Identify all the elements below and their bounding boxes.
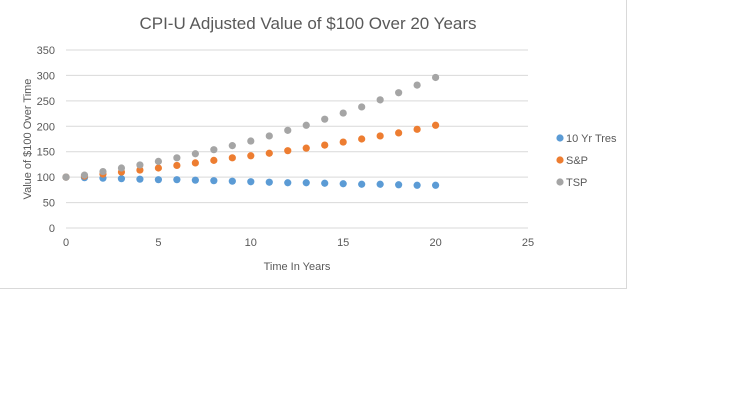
data-point-tsp [376,96,384,104]
y-tick-label: 300 [37,70,55,82]
data-point-tsp [284,126,292,134]
data-point-s-p [247,152,255,160]
data-point-tsp [302,121,310,129]
data-point-tsp [136,161,144,169]
data-point-10-yr-tres [265,178,273,186]
legend-marker [556,156,564,164]
data-point-tsp [173,154,181,162]
legend-marker [556,134,564,142]
x-tick-label: 0 [63,237,69,249]
data-point-10-yr-tres [247,178,255,186]
data-point-tsp [358,103,366,111]
data-point-tsp [247,137,255,145]
x-tick-label: 20 [429,237,441,249]
legend: 10 Yr Tres S&P TSP [556,133,617,189]
data-point-tsp [321,115,329,123]
data-point-tsp [228,142,236,150]
y-axis-label: Value of $100 Over Time [22,79,34,200]
data-point-tsp [117,164,126,172]
data-point-s-p [210,156,218,164]
data-point-10-yr-tres [395,181,403,189]
y-tick-label: 250 [37,96,55,108]
data-point-tsp [80,171,89,179]
data-point-s-p [228,154,236,162]
data-point-10-yr-tres [191,176,199,184]
data-point-tsp [154,157,162,165]
data-point-tsp [432,73,440,82]
data-point-10-yr-tres [358,180,366,188]
data-point-s-p [339,138,347,146]
data-point-s-p [321,141,329,149]
data-point-10-yr-tres [284,179,292,187]
data-point-s-p [136,166,144,174]
data-point-10-yr-tres [136,175,144,183]
data-point-tsp [191,150,199,158]
x-tick-label: 15 [337,237,349,249]
data-point-tsp [99,167,107,176]
y-tick-label: 150 [37,147,55,159]
y-axis-tick-labels: 0 50 100 150 200 250 300 350 [37,45,55,235]
legend-marker [556,178,564,186]
data-point-s-p [154,164,162,172]
data-point-tsp [395,89,403,97]
y-tick-label: 50 [43,198,55,210]
data-point-10-yr-tres [413,181,421,189]
data-point-s-p [173,161,181,170]
data-point-10-yr-tres [302,179,310,187]
data-point-s-p [284,147,292,155]
legend-label: S&P [566,155,588,167]
data-point-s-p [191,159,199,167]
data-point-s-p [376,132,384,140]
data-point-10-yr-tres [321,179,329,187]
data-point-10-yr-tres [117,175,126,183]
data-point-10-yr-tres [154,176,162,184]
x-axis-tick-labels: 0 5 10 15 20 25 [63,237,534,249]
data-point-10-yr-tres [432,181,440,189]
y-tick-label: 350 [37,45,55,57]
data-point-s-p [395,129,403,137]
gridlines [66,49,528,204]
data-point-tsp [413,81,421,89]
data-point-10-yr-tres [173,176,181,184]
scatter-chart: CPI-U Adjusted Value of $100 Over 20 Yea… [22,14,617,273]
x-tick-label: 25 [522,237,534,249]
legend-label: TSP [566,177,587,189]
data-point-s-p [265,149,273,157]
data-point-10-yr-tres [339,180,347,188]
data-point-s-p [302,144,310,152]
chart-title: CPI-U Adjusted Value of $100 Over 20 Yea… [139,14,476,33]
data-point-s-p [358,135,366,143]
y-tick-label: 100 [37,172,55,184]
legend-label: 10 Yr Tres [566,133,617,145]
data-point-tsp [62,173,70,181]
data-point-10-yr-tres [228,177,236,185]
data-point-tsp [265,132,273,140]
data-point-tsp [339,109,347,117]
x-axis-label: Time In Years [264,261,331,273]
x-tick-label: 10 [245,237,257,249]
data-point-10-yr-tres [376,180,384,188]
data-points [62,73,440,189]
data-point-s-p [432,121,440,129]
x-tick-label: 5 [155,237,161,249]
y-tick-label: 200 [37,121,55,133]
chart-area: CPI-U Adjusted Value of $100 Over 20 Yea… [0,0,627,289]
data-point-tsp [210,146,218,154]
y-tick-label: 0 [49,223,55,235]
data-point-s-p [413,125,421,133]
data-point-10-yr-tres [210,177,218,185]
